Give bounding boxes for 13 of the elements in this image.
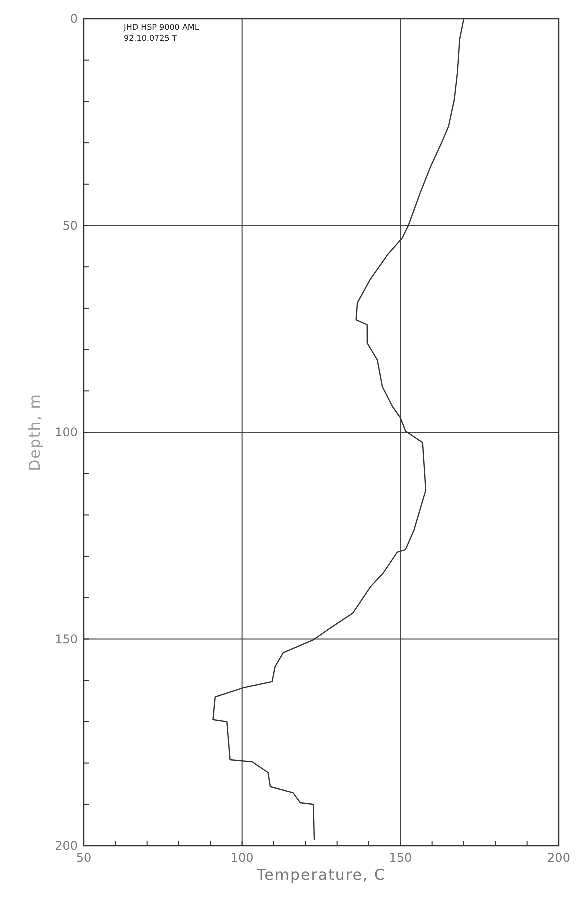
- x-tick-label: 200: [548, 851, 570, 865]
- x-tick-label: 50: [76, 851, 92, 865]
- x-axis-title: Temperature, C: [256, 866, 386, 884]
- x-tick-label: 100: [230, 851, 254, 865]
- annotation: 92.10.0725 T: [124, 34, 178, 43]
- y-tick-label: 50: [62, 218, 78, 233]
- y-tick-label: 100: [55, 426, 78, 440]
- y-tick-label: 200: [55, 839, 78, 853]
- y-tick-label: 150: [55, 632, 78, 646]
- y-axis-title: Depth, m: [26, 394, 44, 472]
- x-tick-label: 150: [389, 851, 412, 865]
- annotation: JHD HSP 9000 AML: [123, 23, 200, 32]
- y-tick-label: 0: [70, 12, 78, 26]
